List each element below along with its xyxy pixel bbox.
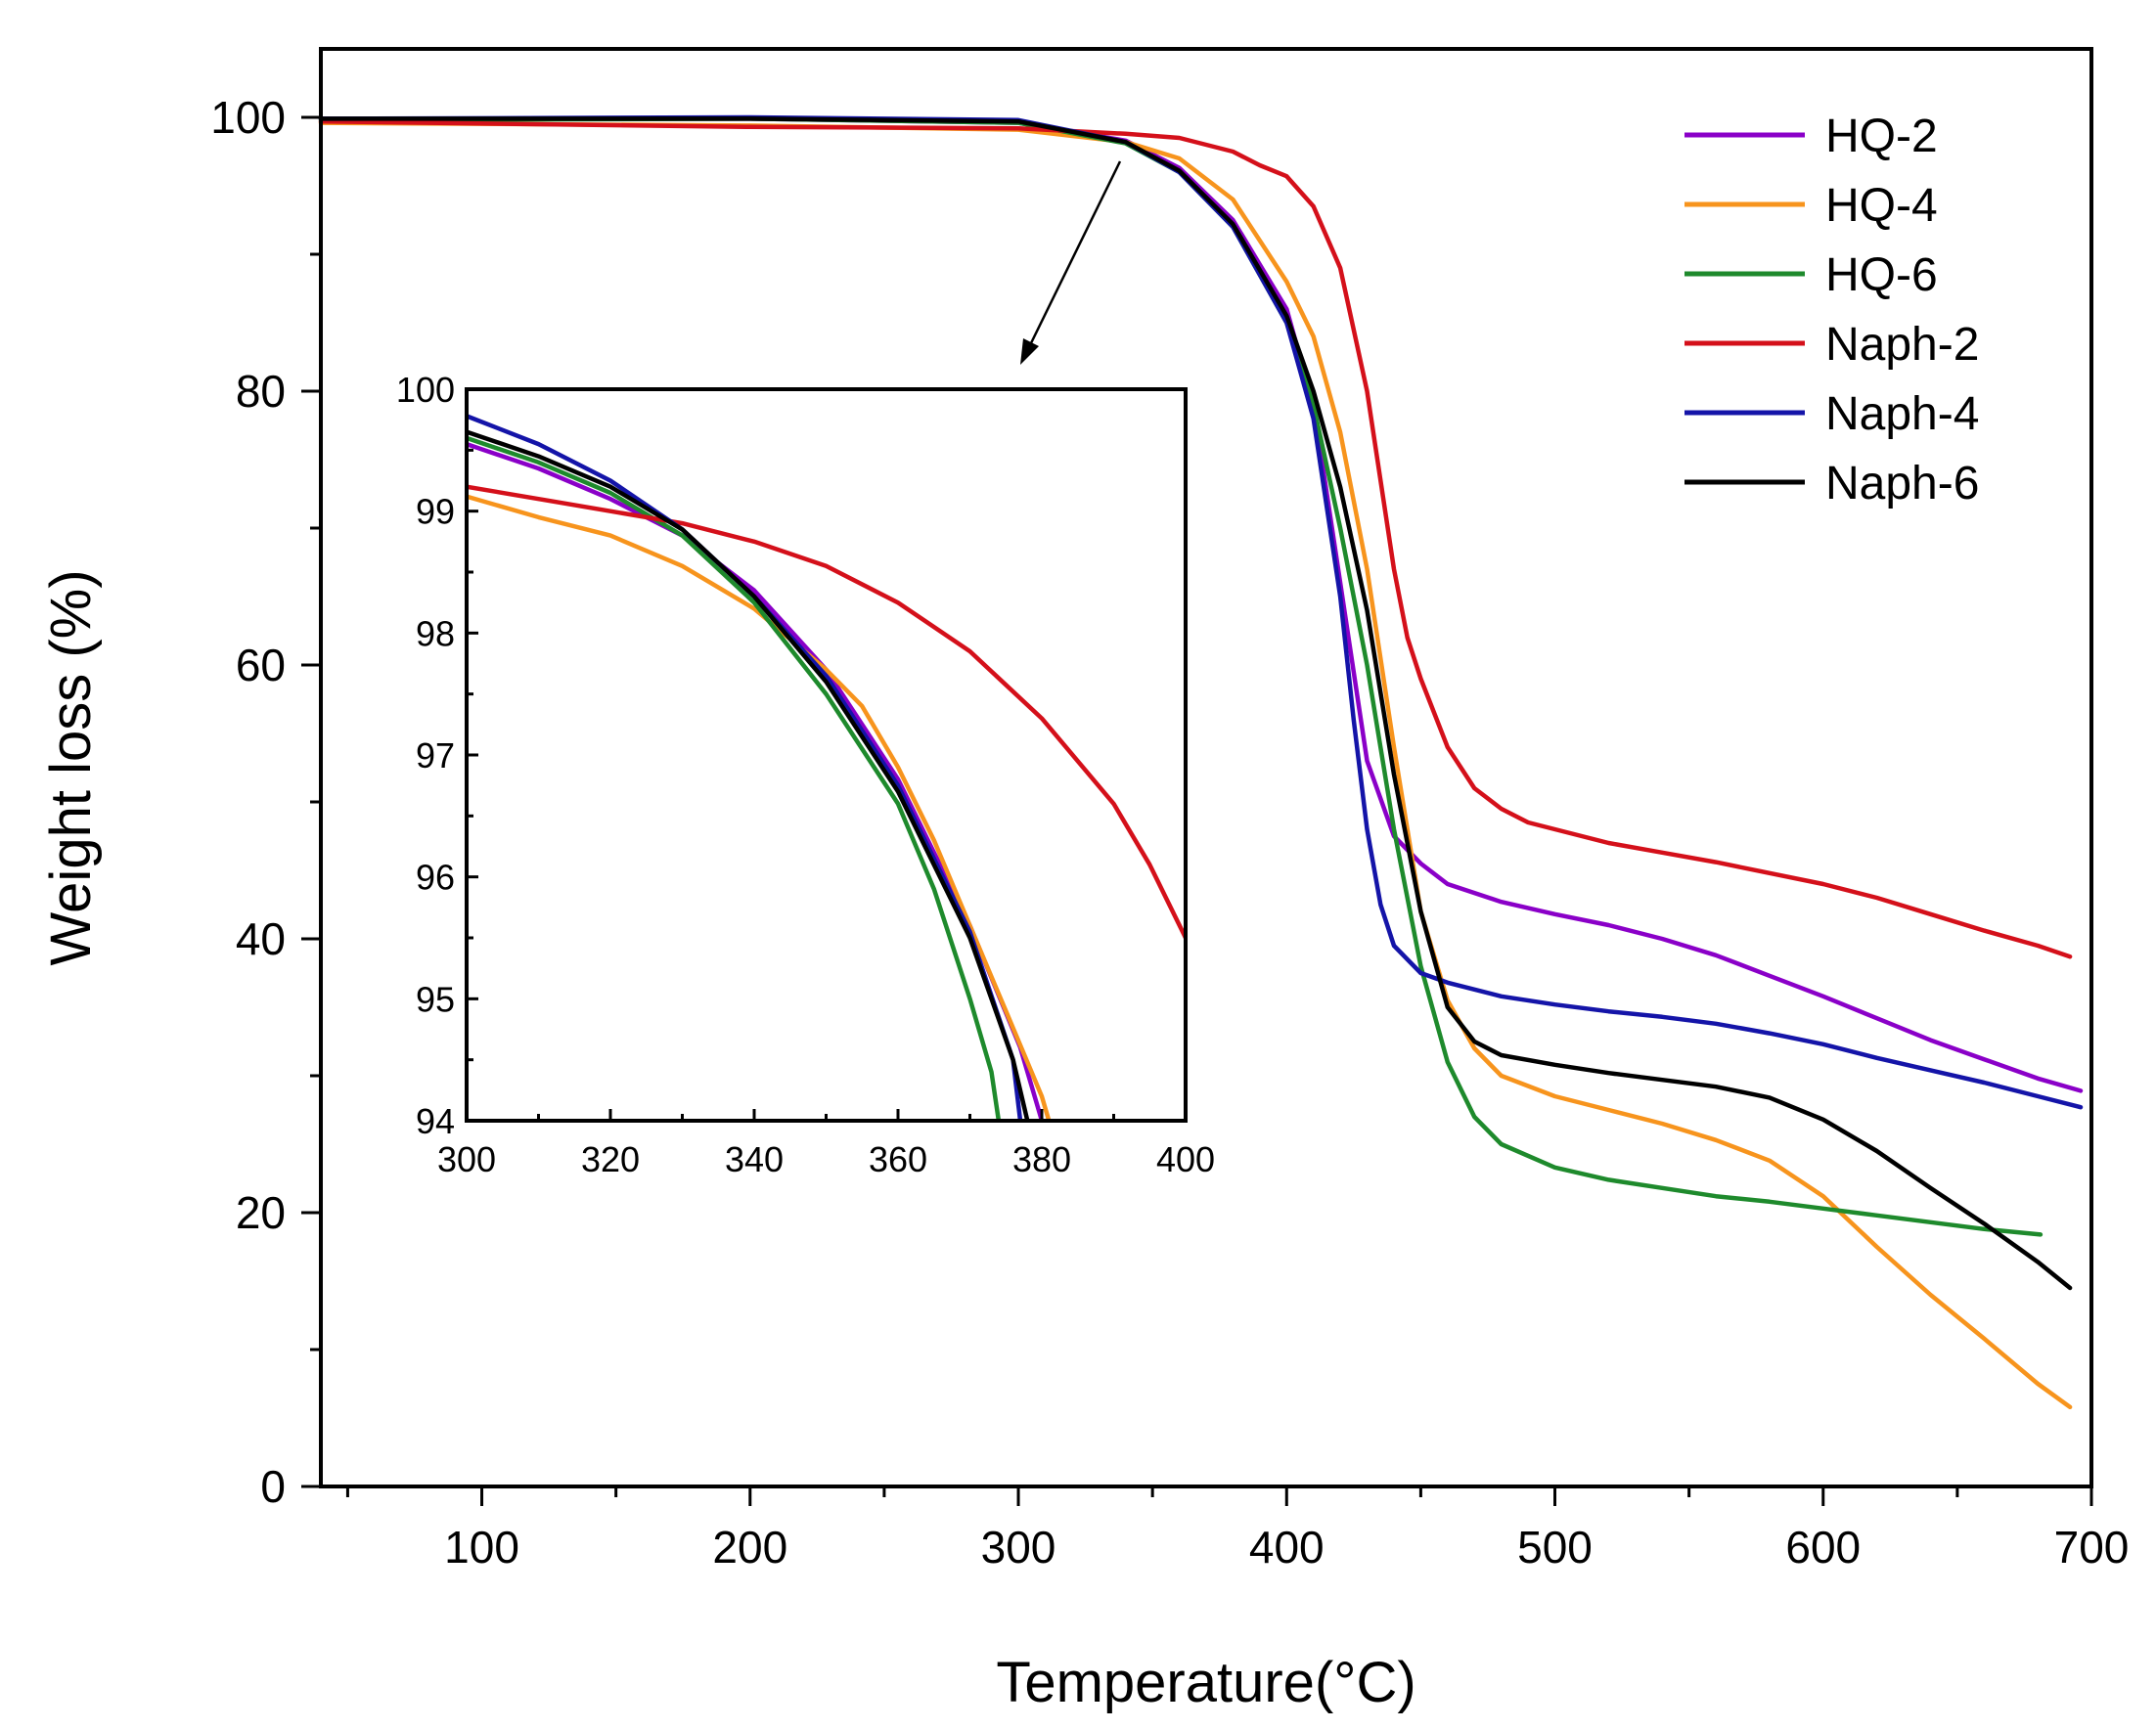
inset-x-axis: 300 320 340 360 380 400 bbox=[437, 1109, 1215, 1179]
legend-label: HQ-4 bbox=[1825, 180, 1938, 232]
inset-x-tick-label: 320 bbox=[581, 1139, 640, 1179]
legend-item-hq-2: HQ-2 bbox=[1684, 111, 1938, 162]
x-tick-label: 700 bbox=[2054, 1522, 2130, 1573]
main-plot-frame bbox=[319, 47, 2093, 1488]
inset-series-group bbox=[467, 414, 1186, 1121]
main-x-axis: 100 200 300 400 500 600 700 bbox=[345, 1486, 2130, 1573]
inset-y-tick-label: 94 bbox=[416, 1101, 455, 1141]
main-y-axis: 0 20 40 60 80 100 bbox=[210, 92, 321, 1512]
inset-y-tick-label: 96 bbox=[416, 858, 455, 898]
y-tick-label: 40 bbox=[236, 913, 286, 964]
legend-label: Naph-6 bbox=[1825, 458, 1979, 510]
inset-x-tick-label: 340 bbox=[725, 1139, 784, 1179]
inset-x-tick-label: 300 bbox=[437, 1139, 496, 1179]
inset-y-tick-label: 100 bbox=[396, 370, 455, 410]
y-tick-label: 20 bbox=[236, 1187, 286, 1238]
inset-series-naph-6 bbox=[467, 429, 1030, 1121]
inset-pointer-arrow bbox=[1020, 160, 1122, 365]
inset-x-tick-label: 380 bbox=[1012, 1139, 1071, 1179]
legend-item-hq-6: HQ-6 bbox=[1684, 249, 1938, 301]
inset-series-hq-6 bbox=[467, 435, 1002, 1121]
inset-series-naph-2 bbox=[467, 484, 1186, 941]
inset-y-tick-label: 97 bbox=[416, 735, 455, 776]
y-tick-label: 80 bbox=[236, 366, 286, 417]
x-tick-label: 100 bbox=[444, 1522, 519, 1573]
legend-item-naph-2: Naph-2 bbox=[1684, 319, 1979, 371]
legend-item-naph-6: Naph-6 bbox=[1684, 458, 1979, 510]
y-axis-title: Weight loss (%) bbox=[39, 569, 103, 965]
x-tick-label: 300 bbox=[981, 1522, 1056, 1573]
inset-y-axis: 94 95 96 97 98 99 100 bbox=[396, 370, 478, 1141]
legend-label: Naph-2 bbox=[1825, 319, 1979, 371]
legend-item-naph-4: Naph-4 bbox=[1684, 388, 1979, 440]
inset-series-hq-4 bbox=[467, 494, 1052, 1121]
x-tick-label: 200 bbox=[712, 1522, 787, 1573]
main-series-naph-2 bbox=[318, 118, 2073, 959]
legend-label: Naph-4 bbox=[1825, 388, 1979, 440]
x-axis-title: Temperature(°C) bbox=[996, 1651, 1415, 1714]
legend-item-hq-4: HQ-4 bbox=[1684, 180, 1938, 232]
main-series-group bbox=[318, 114, 2084, 1410]
inset-y-tick-label: 99 bbox=[416, 492, 455, 532]
y-tick-label: 0 bbox=[260, 1461, 286, 1512]
y-tick-label: 60 bbox=[236, 640, 286, 690]
x-tick-label: 600 bbox=[1785, 1522, 1861, 1573]
legend: HQ-2 HQ-4 HQ-6 Naph-2 Naph-4 Naph-6 bbox=[1684, 111, 1979, 510]
y-tick-label: 100 bbox=[210, 92, 286, 143]
inset-y-tick-label: 95 bbox=[416, 979, 455, 1019]
inset-x-tick-label: 400 bbox=[1156, 1139, 1215, 1179]
main-series-naph-6 bbox=[318, 116, 2073, 1291]
inset-x-tick-label: 360 bbox=[869, 1139, 927, 1179]
x-tick-label: 500 bbox=[1517, 1522, 1593, 1573]
inset-y-tick-label: 98 bbox=[416, 613, 455, 653]
main-plot: 100 200 300 400 500 600 700 0 20 40 60 80 100 Tempe… bbox=[39, 47, 2130, 1714]
legend-label: HQ-6 bbox=[1825, 249, 1938, 301]
inset-plot: 300 320 340 360 380 400 94 95 96 97 98 99 100 bbox=[396, 370, 1215, 1179]
inset-background bbox=[467, 389, 1186, 1121]
legend-label: HQ-2 bbox=[1825, 111, 1938, 162]
x-tick-label: 400 bbox=[1249, 1522, 1325, 1573]
main-series-hq-2 bbox=[318, 116, 2084, 1093]
